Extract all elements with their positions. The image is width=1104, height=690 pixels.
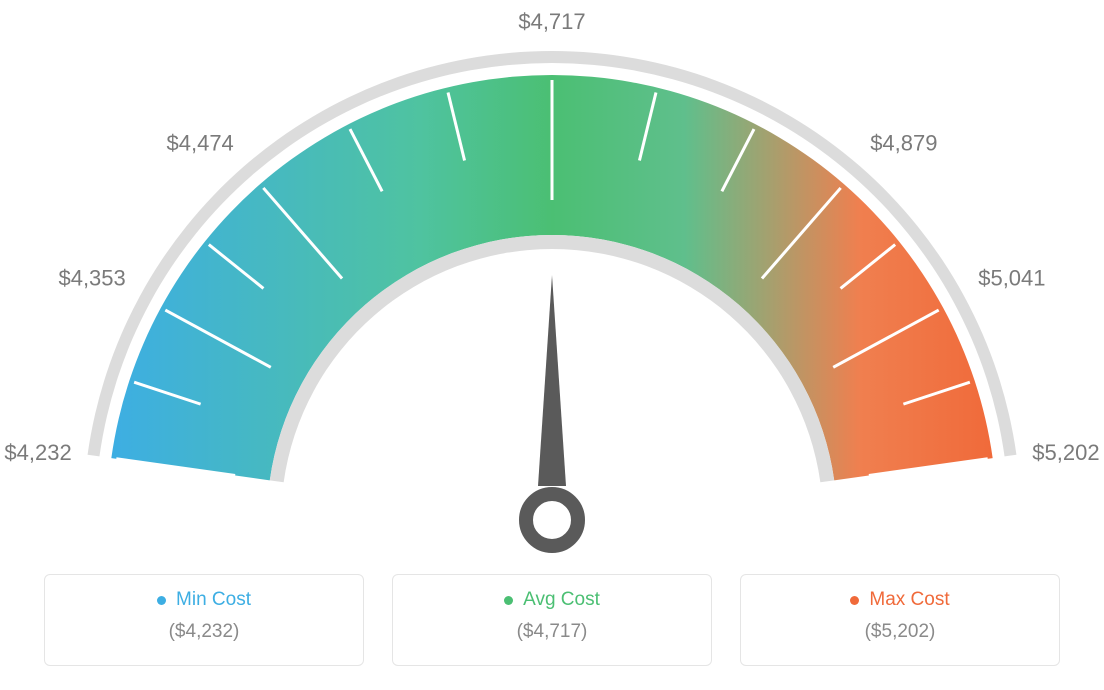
legend-min-value: ($4,232) [57,621,351,643]
dot-icon [157,596,166,605]
gauge-tick-label: $4,232 [4,440,71,466]
gauge-tick-label: $4,474 [167,131,234,157]
legend-max-label: Max Cost [869,589,949,611]
legend-row: Min Cost ($4,232) Avg Cost ($4,717) Max … [0,574,1104,690]
legend-card-max: Max Cost ($5,202) [740,574,1060,666]
gauge-tick-label: $4,717 [518,9,585,35]
gauge-svg [0,0,1104,560]
gauge-tick-label: $4,879 [870,131,937,157]
gauge-tick-label: $5,041 [978,265,1045,291]
dot-icon [504,596,513,605]
legend-title-avg: Avg Cost [504,589,600,611]
gauge-area: $4,232 $4,353 $4,474 $4,717 $4,879 $5,041 $5,2… [0,0,1104,560]
legend-card-min: Min Cost ($4,232) [44,574,364,666]
gauge-hub [526,494,578,546]
legend-title-min: Min Cost [157,589,251,611]
gauge-tick-label: $5,202 [1032,440,1099,466]
dot-icon [850,596,859,605]
legend-title-max: Max Cost [850,589,949,611]
legend-max-value: ($5,202) [753,621,1047,643]
gauge-chart-container: $4,232 $4,353 $4,474 $4,717 $4,879 $5,041 $5,2… [0,0,1104,690]
legend-card-avg: Avg Cost ($4,717) [392,574,712,666]
legend-min-label: Min Cost [176,589,251,611]
legend-avg-value: ($4,717) [405,621,699,643]
gauge-needle [538,275,566,486]
legend-avg-label: Avg Cost [523,589,600,611]
gauge-tick-label: $4,353 [58,265,125,291]
